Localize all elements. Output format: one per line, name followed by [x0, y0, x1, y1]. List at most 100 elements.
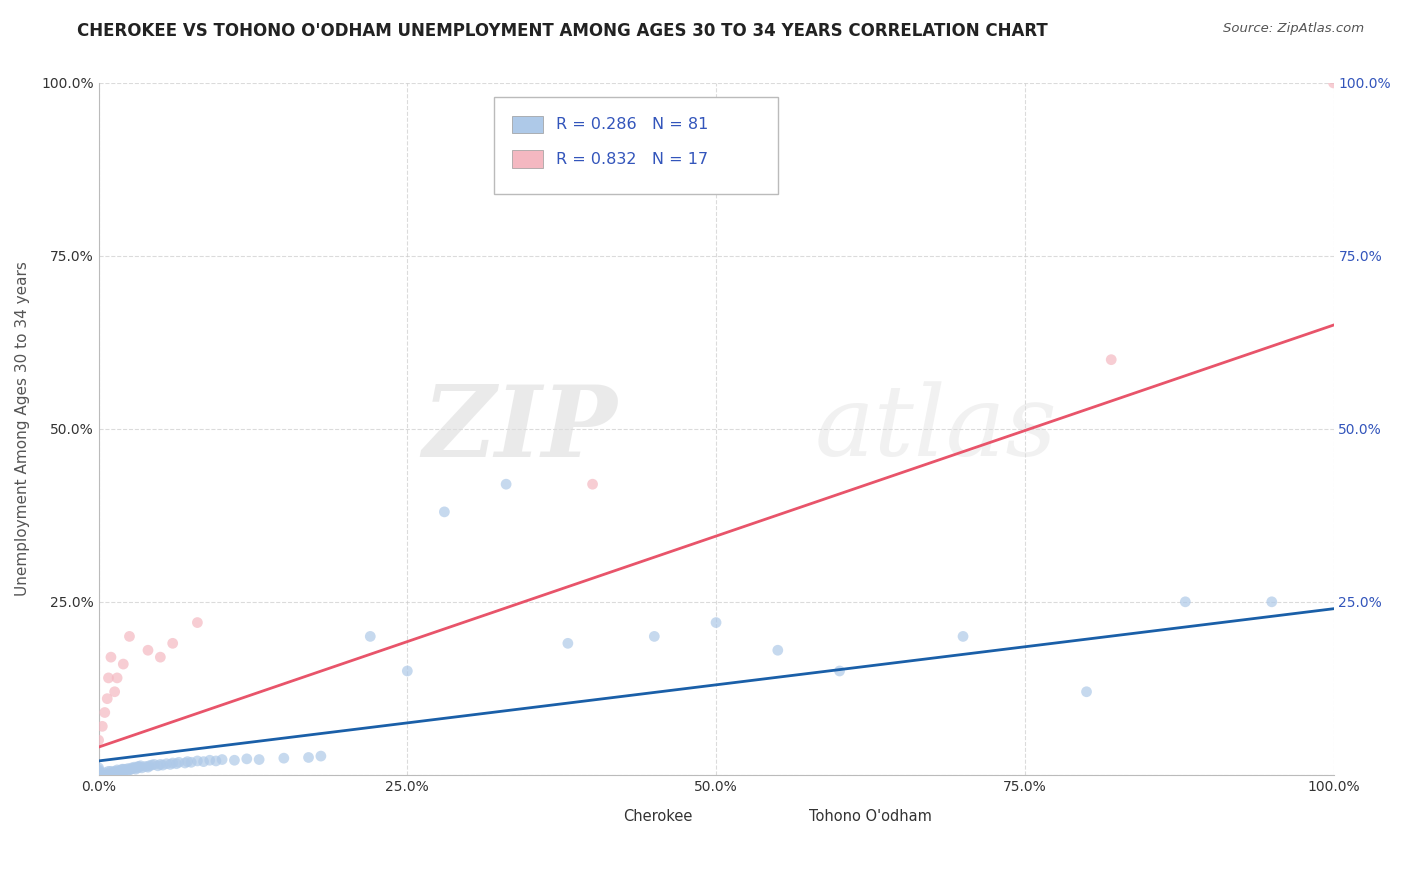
Point — [87, 768, 110, 782]
Point — [211, 753, 233, 767]
Point — [193, 755, 215, 769]
Point — [359, 629, 381, 643]
Point — [136, 760, 159, 774]
Point — [159, 757, 181, 772]
Point — [186, 615, 208, 630]
Text: CHEROKEE VS TOHONO O'ODHAM UNEMPLOYMENT AMONG AGES 30 TO 34 YEARS CORRELATION CH: CHEROKEE VS TOHONO O'ODHAM UNEMPLOYMENT … — [77, 22, 1047, 40]
Point — [131, 761, 153, 775]
Point — [100, 766, 122, 780]
Point — [138, 758, 160, 772]
Text: Tohono O'odham: Tohono O'odham — [808, 809, 932, 824]
Point — [180, 756, 202, 770]
Point — [124, 762, 146, 776]
Point — [105, 671, 128, 685]
Point — [110, 764, 132, 779]
Point — [828, 664, 851, 678]
FancyBboxPatch shape — [772, 810, 806, 822]
Point — [114, 764, 136, 778]
Point — [581, 477, 603, 491]
Point — [112, 764, 135, 779]
Point — [162, 636, 184, 650]
Point — [91, 768, 114, 782]
Point — [952, 629, 974, 643]
FancyBboxPatch shape — [494, 96, 778, 194]
Point — [107, 765, 129, 780]
Point — [112, 657, 135, 671]
Point — [766, 643, 789, 657]
Text: Cherokee: Cherokee — [623, 809, 693, 824]
Point — [236, 752, 259, 766]
Point — [128, 760, 150, 774]
Point — [162, 756, 184, 770]
Point — [100, 764, 122, 779]
Point — [87, 763, 110, 777]
Point — [165, 756, 187, 771]
Point — [87, 733, 110, 747]
Point — [97, 671, 120, 685]
Text: R = 0.832   N = 17: R = 0.832 N = 17 — [555, 152, 707, 167]
Point — [152, 758, 174, 772]
Point — [87, 768, 110, 782]
Point — [129, 758, 152, 772]
Point — [104, 764, 127, 779]
Point — [143, 757, 166, 772]
Point — [247, 753, 270, 767]
Point — [96, 768, 118, 782]
Point — [1076, 685, 1098, 699]
Text: Source: ZipAtlas.com: Source: ZipAtlas.com — [1223, 22, 1364, 36]
FancyBboxPatch shape — [512, 116, 543, 133]
Point — [1174, 595, 1197, 609]
Point — [167, 756, 190, 770]
Point — [96, 691, 118, 706]
Point — [495, 477, 517, 491]
Point — [118, 763, 141, 777]
Point — [94, 765, 117, 780]
Point — [273, 751, 295, 765]
Point — [87, 768, 110, 782]
Point — [115, 764, 138, 779]
Point — [121, 761, 143, 775]
Point — [125, 761, 148, 775]
Point — [141, 758, 163, 772]
Point — [87, 768, 110, 782]
Point — [94, 706, 117, 720]
Point — [198, 753, 221, 767]
FancyBboxPatch shape — [586, 810, 620, 822]
Point — [176, 755, 198, 769]
Point — [1099, 352, 1122, 367]
Point — [87, 765, 110, 780]
Point — [100, 768, 122, 782]
Point — [105, 764, 128, 779]
Point — [704, 615, 727, 630]
Point — [557, 636, 579, 650]
Point — [105, 763, 128, 777]
Point — [135, 759, 157, 773]
Point — [114, 762, 136, 776]
Point — [149, 757, 172, 772]
Point — [117, 762, 139, 776]
Point — [205, 754, 228, 768]
Point — [91, 719, 114, 733]
Point — [643, 629, 665, 643]
FancyBboxPatch shape — [512, 151, 543, 168]
Point — [297, 750, 319, 764]
Point — [136, 643, 159, 657]
Y-axis label: Unemployment Among Ages 30 to 34 years: Unemployment Among Ages 30 to 34 years — [15, 261, 30, 596]
Text: R = 0.286   N = 81: R = 0.286 N = 81 — [555, 117, 707, 132]
Point — [433, 505, 456, 519]
Point — [146, 758, 169, 772]
Point — [186, 754, 208, 768]
Point — [122, 762, 145, 776]
Point — [174, 756, 197, 770]
Point — [111, 762, 134, 776]
Point — [97, 764, 120, 779]
Point — [87, 764, 110, 779]
Point — [118, 629, 141, 643]
Point — [127, 759, 149, 773]
Point — [100, 650, 122, 665]
Point — [87, 761, 110, 775]
Point — [94, 768, 117, 782]
Point — [108, 764, 131, 778]
Point — [112, 762, 135, 776]
Point — [124, 760, 146, 774]
